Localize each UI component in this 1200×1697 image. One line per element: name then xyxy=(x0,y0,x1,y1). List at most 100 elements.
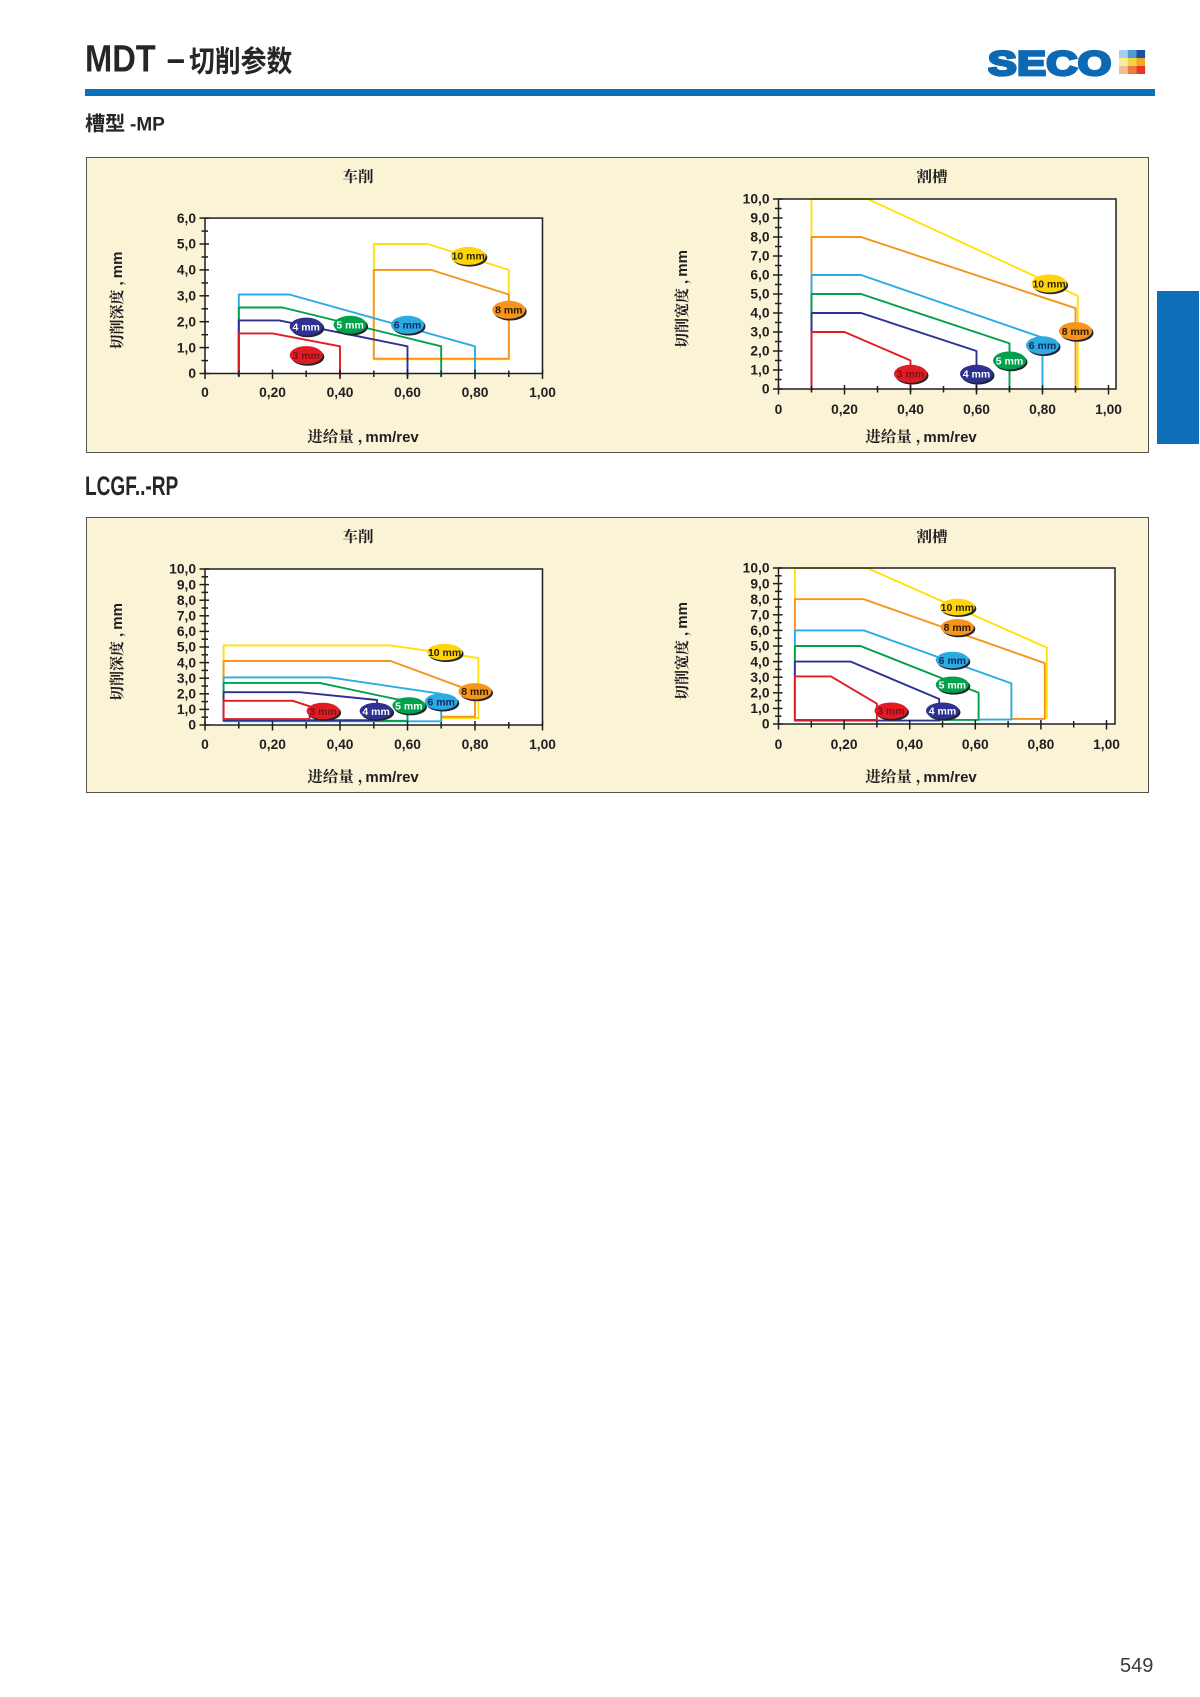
svg-text:mm/rev: mm/rev xyxy=(923,429,977,446)
svg-text:4,0: 4,0 xyxy=(177,655,197,670)
svg-text:4 mm: 4 mm xyxy=(929,706,956,718)
svg-text:0,40: 0,40 xyxy=(896,737,923,752)
svg-text:10 mm: 10 mm xyxy=(1032,278,1065,290)
svg-text:0,20: 0,20 xyxy=(259,385,286,400)
svg-text:mm: mm xyxy=(674,602,691,629)
svg-text:9,0: 9,0 xyxy=(177,577,197,592)
svg-text:0,40: 0,40 xyxy=(327,737,354,752)
svg-text:6 mm: 6 mm xyxy=(394,320,421,332)
svg-text:1,00: 1,00 xyxy=(529,737,556,752)
svg-text:0: 0 xyxy=(188,718,196,733)
svg-text:2,0: 2,0 xyxy=(750,344,770,359)
svg-text:10 mm: 10 mm xyxy=(452,251,485,263)
svg-text:4,0: 4,0 xyxy=(177,263,197,278)
svg-text:5 mm: 5 mm xyxy=(395,700,422,712)
svg-text:–: – xyxy=(167,40,185,80)
svg-text:0,40: 0,40 xyxy=(897,402,924,417)
svg-text:0: 0 xyxy=(775,737,783,752)
svg-text:4,0: 4,0 xyxy=(750,654,770,669)
svg-text:0: 0 xyxy=(201,737,209,752)
svg-text:5,0: 5,0 xyxy=(177,237,197,252)
svg-text:5 mm: 5 mm xyxy=(336,320,363,332)
svg-text:0: 0 xyxy=(762,382,770,397)
svg-text:3,0: 3,0 xyxy=(177,289,197,304)
svg-text:mm: mm xyxy=(109,603,126,630)
svg-text:1,0: 1,0 xyxy=(750,363,770,378)
svg-text:0,60: 0,60 xyxy=(394,737,421,752)
svg-text:3,0: 3,0 xyxy=(750,670,770,685)
svg-text:4,0: 4,0 xyxy=(750,306,770,321)
svg-text:10,0: 10,0 xyxy=(743,561,770,576)
svg-text:1,0: 1,0 xyxy=(177,702,197,717)
svg-text:8 mm: 8 mm xyxy=(944,622,971,634)
svg-text:8 mm: 8 mm xyxy=(1062,326,1089,338)
svg-text:2,0: 2,0 xyxy=(177,687,197,702)
svg-text:8,0: 8,0 xyxy=(750,230,770,245)
svg-text:10 mm: 10 mm xyxy=(941,602,974,614)
svg-text:0: 0 xyxy=(188,366,196,381)
svg-text:10,0: 10,0 xyxy=(169,562,196,577)
svg-text:8,0: 8,0 xyxy=(750,592,770,607)
svg-text:2,0: 2,0 xyxy=(177,314,197,329)
svg-text:10 mm: 10 mm xyxy=(428,647,461,659)
svg-text:3 mm: 3 mm xyxy=(897,369,924,381)
svg-text:2,0: 2,0 xyxy=(750,686,770,701)
svg-text:8 mm: 8 mm xyxy=(461,686,488,698)
svg-text:5 mm: 5 mm xyxy=(939,680,966,692)
svg-text:0,80: 0,80 xyxy=(462,737,489,752)
svg-text:MDT: MDT xyxy=(85,40,156,80)
svg-text:0,60: 0,60 xyxy=(962,737,989,752)
svg-text:0,40: 0,40 xyxy=(327,385,354,400)
svg-text:0,60: 0,60 xyxy=(963,402,990,417)
svg-text:0,80: 0,80 xyxy=(1027,737,1054,752)
svg-text:5,0: 5,0 xyxy=(750,287,770,302)
svg-text:1,0: 1,0 xyxy=(750,701,770,716)
svg-text:mm/rev: mm/rev xyxy=(923,769,977,786)
svg-text:mm/rev: mm/rev xyxy=(365,429,419,446)
svg-text:0: 0 xyxy=(201,385,209,400)
svg-text:6,0: 6,0 xyxy=(177,211,197,226)
svg-text:7,0: 7,0 xyxy=(750,249,770,264)
svg-text:1,0: 1,0 xyxy=(177,340,197,355)
svg-text:5,0: 5,0 xyxy=(750,639,770,654)
svg-text:7,0: 7,0 xyxy=(750,608,770,623)
svg-text:1,00: 1,00 xyxy=(1095,402,1122,417)
svg-text:10,0: 10,0 xyxy=(743,192,770,207)
svg-text:0,80: 0,80 xyxy=(1029,402,1056,417)
svg-text:6,0: 6,0 xyxy=(750,268,770,283)
svg-text:3 mm: 3 mm xyxy=(309,706,336,718)
svg-text:4 mm: 4 mm xyxy=(362,706,389,718)
svg-text:4 mm: 4 mm xyxy=(292,321,319,333)
svg-text:3 mm: 3 mm xyxy=(877,706,904,718)
svg-text:mm: mm xyxy=(109,252,126,279)
svg-text:0,60: 0,60 xyxy=(394,385,421,400)
svg-text:5,0: 5,0 xyxy=(177,640,197,655)
svg-text:-MP: -MP xyxy=(130,115,165,136)
svg-text:6 mm: 6 mm xyxy=(1029,340,1056,352)
svg-text:6 mm: 6 mm xyxy=(427,696,454,708)
svg-text:8,0: 8,0 xyxy=(177,593,197,608)
svg-text:8 mm: 8 mm xyxy=(495,305,522,317)
svg-text:9,0: 9,0 xyxy=(750,576,770,591)
svg-text:0,20: 0,20 xyxy=(259,737,286,752)
svg-text:3,0: 3,0 xyxy=(750,325,770,340)
svg-text:0,20: 0,20 xyxy=(831,737,858,752)
svg-text:mm/rev: mm/rev xyxy=(365,769,419,786)
svg-text:3,0: 3,0 xyxy=(177,671,197,686)
svg-text:6 mm: 6 mm xyxy=(939,655,966,667)
svg-text:mm: mm xyxy=(674,250,691,277)
svg-text:6,0: 6,0 xyxy=(177,624,197,639)
svg-text:7,0: 7,0 xyxy=(177,609,197,624)
svg-text:1,00: 1,00 xyxy=(1093,737,1120,752)
svg-text:5 mm: 5 mm xyxy=(996,355,1023,367)
svg-text:0,20: 0,20 xyxy=(831,402,858,417)
svg-text:4 mm: 4 mm xyxy=(963,369,990,381)
svg-text:0,80: 0,80 xyxy=(462,385,489,400)
svg-text:SECO: SECO xyxy=(988,46,1112,83)
svg-text:0: 0 xyxy=(775,402,783,417)
svg-text:3 mm: 3 mm xyxy=(292,350,319,362)
svg-text:1,00: 1,00 xyxy=(529,385,556,400)
svg-text:0: 0 xyxy=(762,717,770,732)
svg-text:6,0: 6,0 xyxy=(750,623,770,638)
svg-text:9,0: 9,0 xyxy=(750,211,770,226)
